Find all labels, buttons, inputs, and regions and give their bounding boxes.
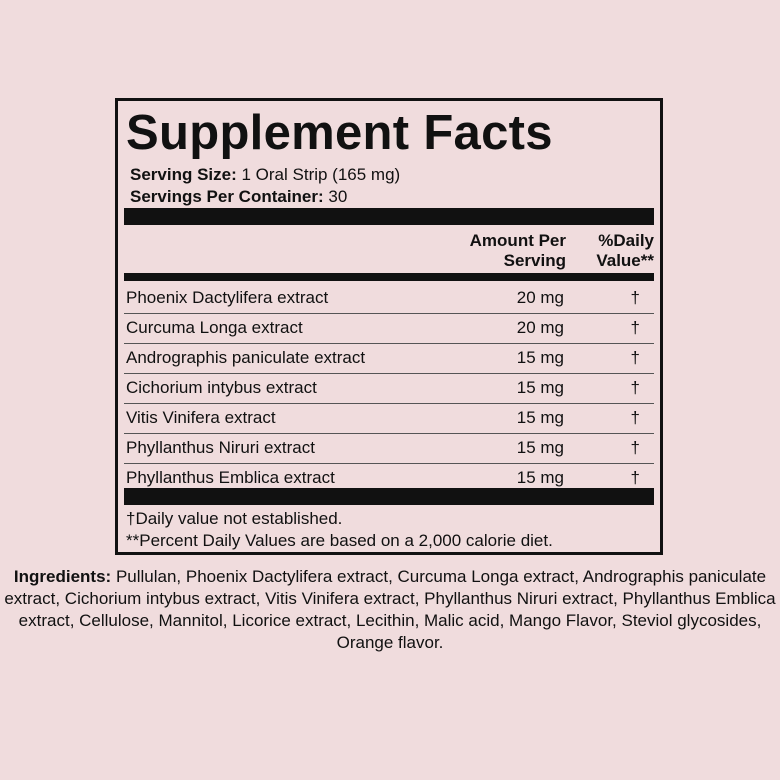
serving-size: Serving Size: 1 Oral Strip (165 mg) — [130, 165, 400, 185]
ingredient-name: Vitis Vinifera extract — [126, 408, 276, 427]
ingredients-text: Pullulan, Phoenix Dactylifera extract, C… — [4, 567, 776, 652]
servings-per-container-label: Servings Per Container: — [130, 187, 324, 206]
servings-per-container: Servings Per Container: 30 — [130, 187, 347, 207]
table-row: Phoenix Dactylifera extract 20 mg † — [124, 283, 654, 314]
serving-size-label: Serving Size: — [130, 165, 237, 184]
footnote-daily-value: **Percent Daily Values are based on a 2,… — [126, 531, 553, 550]
ingredient-name: Andrographis paniculate extract — [126, 348, 366, 367]
ingredient-daily-value: † — [630, 408, 640, 427]
table-row: Vitis Vinifera extract 15 mg † — [124, 403, 654, 434]
header-text: Value** — [596, 251, 654, 270]
ingredient-name: Cichorium intybus extract — [126, 378, 317, 397]
ingredient-daily-value: † — [630, 378, 640, 397]
header-text: %Daily — [598, 231, 654, 250]
servings-per-container-value: 30 — [323, 187, 348, 206]
ingredients: Ingredients: Pullulan, Phoenix Dactylife… — [0, 566, 780, 654]
divider-bar — [124, 273, 654, 281]
table-row: Phyllanthus Emblica extract 15 mg † — [124, 463, 654, 493]
ingredient-daily-value: † — [630, 468, 640, 487]
ingredient-name: Phyllanthus Niruri extract — [126, 438, 315, 457]
ingredient-amount: 15 mg — [516, 378, 564, 397]
ingredient-daily-value: † — [630, 348, 640, 367]
ingredient-amount: 15 mg — [516, 408, 564, 427]
ingredient-amount: 15 mg — [516, 468, 564, 487]
amount-per-serving-header: Amount Per Serving — [470, 231, 566, 271]
daily-value-header: %Daily Value** — [596, 231, 654, 271]
table-row: Phyllanthus Niruri extract 15 mg † — [124, 433, 654, 464]
ingredient-daily-value: † — [630, 438, 640, 457]
divider-bar — [124, 208, 654, 225]
footnote-dagger: †Daily value not established. — [126, 509, 343, 528]
ingredient-amount: 15 mg — [516, 438, 564, 457]
header-text: Amount Per — [469, 231, 566, 250]
panel-title: Supplement Facts — [126, 106, 553, 160]
ingredient-amount: 20 mg — [516, 288, 564, 307]
ingredient-name: Curcuma Longa extract — [126, 318, 303, 337]
ingredient-name: Phyllanthus Emblica extract — [126, 468, 335, 487]
ingredient-daily-value: † — [630, 288, 640, 307]
ingredient-name: Phoenix Dactylifera extract — [126, 288, 329, 307]
ingredient-amount: 20 mg — [516, 318, 564, 337]
ingredient-daily-value: † — [630, 318, 640, 337]
ingredient-amount: 15 mg — [516, 348, 564, 367]
header-text: Serving — [503, 251, 566, 270]
supplement-facts-panel: Supplement Facts Serving Size: 1 Oral St… — [115, 98, 663, 555]
table-row: Cichorium intybus extract 15 mg † — [124, 373, 654, 404]
serving-size-value: 1 Oral Strip (165 mg) — [236, 165, 401, 184]
table-row: Curcuma Longa extract 20 mg † — [124, 313, 654, 344]
table-row: Andrographis paniculate extract 15 mg † — [124, 343, 654, 374]
ingredients-label: Ingredients: — [13, 567, 112, 586]
divider-bar — [124, 488, 654, 505]
